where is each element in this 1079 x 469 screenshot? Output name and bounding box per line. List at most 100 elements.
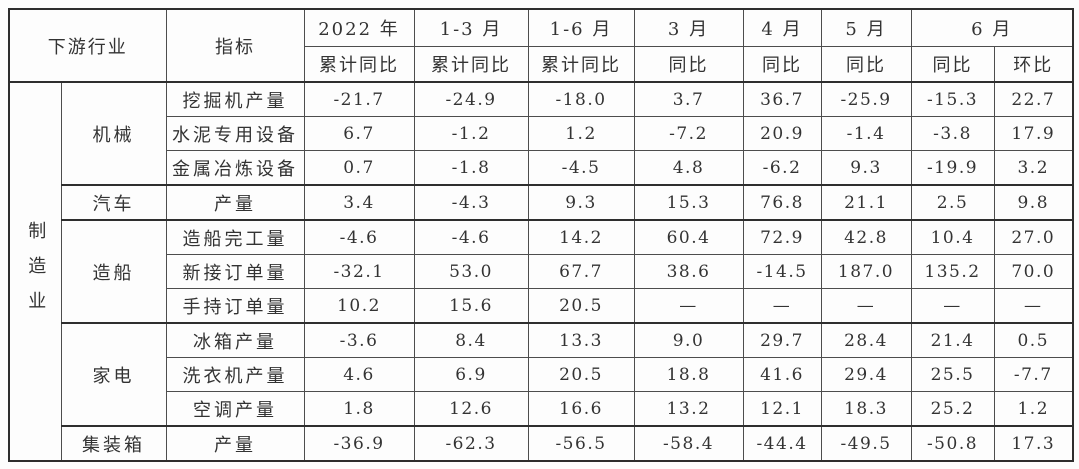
value-cell: 9.3 [527, 184, 635, 221]
value-cell: -6.2 [742, 150, 822, 186]
value-cell: -15.3 [910, 81, 995, 117]
header-row-measures: 累计同比 累计同比 累计同比 同比 同比 同比 同比 环比 [9, 46, 1074, 83]
value-cell: 20.5 [527, 357, 635, 392]
header-period-may: 5 月 [820, 8, 912, 47]
value-cell: 6.9 [413, 357, 529, 392]
value-cell: 29.4 [820, 357, 912, 392]
indicator-cell: 手持订单量 [165, 288, 305, 324]
indicator-cell: 空调产量 [165, 391, 305, 427]
header-row-periods: 下游行业 指标 2022 年 1-3 月 1-6 月 3 月 4 月 5 月 6… [8, 8, 1074, 83]
header-sub-apr-yoy: 同比 [742, 46, 822, 83]
value-cell: 10.2 [303, 288, 415, 324]
indicator-cell: 造船完工量 [165, 219, 305, 255]
value-cell: 72.9 [742, 219, 822, 255]
value-cell: -36.9 [303, 425, 415, 462]
value-cell: -24.9 [413, 81, 529, 117]
industry-stats-table: 下游行业 指标 2022 年 1-3 月 1-6 月 3 月 4 月 5 月 6… [8, 8, 1074, 462]
value-cell: 187.0 [820, 254, 912, 289]
indicator-cell: 产量 [165, 425, 305, 462]
value-cell: 13.2 [633, 391, 744, 427]
indicator-cell: 金属冶炼设备 [165, 150, 305, 186]
value-cell: 10.4 [910, 219, 995, 255]
value-cell: -1.4 [820, 116, 912, 151]
value-cell: 3.2 [993, 150, 1074, 186]
header-period-jan-mar: 1-3 月 [413, 8, 529, 47]
header-sub-2022-yoy: 累计同比 [303, 46, 415, 83]
value-cell: — [910, 288, 995, 324]
value-cell: 18.3 [820, 391, 912, 427]
value-cell: -4.6 [413, 219, 529, 255]
value-cell: 20.5 [527, 288, 635, 324]
table-row: 空调产量 1.8 12.6 16.6 13.2 12.1 18.3 25.2 1.2 [9, 391, 1074, 427]
value-cell: -19.9 [910, 150, 995, 186]
table-row: 水泥专用设备 6.7 -1.2 1.2 -7.2 20.9 -1.4 -3.8 17.9 [9, 116, 1074, 151]
value-cell: 21.1 [820, 184, 912, 221]
indicator-cell: 冰箱产量 [165, 322, 305, 358]
table-row: 洗衣机产量 4.6 6.9 20.5 18.8 41.6 29.4 25.5 -7.7 [9, 357, 1074, 392]
value-cell: -1.8 [413, 150, 529, 186]
value-cell: -50.8 [910, 425, 995, 462]
table-row: 手持订单量 10.2 15.6 20.5— — — — — [9, 288, 1074, 324]
value-cell: -21.7 [303, 81, 415, 117]
value-cell: 9.8 [993, 184, 1074, 221]
value-cell: -3.8 [910, 116, 995, 151]
value-cell: -7.2 [633, 116, 744, 151]
value-cell: 20.9 [742, 116, 822, 151]
value-cell: 60.4 [633, 219, 744, 255]
value-cell: -18.0 [527, 81, 635, 117]
indicator-cell: 挖掘机产量 [165, 81, 305, 117]
value-cell: 15.3 [633, 184, 744, 221]
value-cell: 13.3 [527, 322, 635, 358]
value-cell: 1.8 [303, 391, 415, 427]
value-cell: 6.7 [303, 116, 415, 151]
value-cell: 0.7 [303, 150, 415, 186]
value-cell: 28.4 [820, 322, 912, 358]
header-period-apr: 4 月 [742, 8, 822, 47]
value-cell: 4.6 [303, 357, 415, 392]
value-cell: 41.6 [742, 357, 822, 392]
header-period-jun: 6 月 [910, 8, 1074, 47]
table-header: 下游行业 指标 2022 年 1-3 月 1-6 月 3 月 4 月 5 月 6… [8, 8, 1074, 83]
value-cell: 36.7 [742, 81, 822, 117]
value-cell: 38.6 [633, 254, 744, 289]
value-cell: 16.6 [527, 391, 635, 427]
value-cell: -56.5 [527, 425, 635, 462]
table-row: 造船 造船完工量 -4.6 -4.6 14.2 60.4 72.9 42.8 10.4 27.0 [9, 219, 1074, 324]
value-cell: 27.0 [993, 219, 1074, 255]
indicator-cell: 水泥专用设备 [165, 116, 305, 151]
value-cell: -58.4 [633, 425, 744, 462]
value-cell: 3.4 [303, 184, 415, 221]
value-cell: 14.2 [527, 219, 635, 255]
value-cell: -4.5 [527, 150, 635, 186]
value-cell: 12.6 [413, 391, 529, 427]
value-cell: -44.4 [742, 425, 822, 462]
header-sub-jun-mom: 环比 [993, 46, 1074, 83]
value-cell: 2.5 [910, 184, 995, 221]
header-period-jan-jun: 1-6 月 [527, 8, 635, 47]
value-cell: 3.7 [633, 81, 744, 117]
value-cell: 42.8 [820, 219, 912, 255]
value-cell: — [993, 288, 1074, 324]
value-cell: 9.0 [633, 322, 744, 358]
value-cell: 22.7 [993, 81, 1074, 117]
value-cell: — [820, 288, 912, 324]
value-cell: 17.9 [993, 116, 1074, 151]
value-cell: — [742, 288, 822, 324]
header-sub-jun-yoy: 同比 [910, 46, 995, 83]
header-sub-jan-mar-yoy: 累计同比 [413, 46, 529, 83]
table-row: 家电 冰箱产量 -3.6 8.4 13.3 9.0 29.7 28.4 21.4 0.5 [9, 322, 1074, 427]
header-indicator: 指标 [165, 8, 305, 83]
header-sub-may-yoy: 同比 [820, 46, 912, 83]
value-cell: — [633, 288, 744, 324]
value-cell: 0.5 [993, 322, 1074, 358]
table-row: 汽车 产量 3.4 -4.3 9.3 15.3 76.8 21.1 2.5 9.8 [9, 184, 1074, 221]
value-cell: -14.5 [742, 254, 822, 289]
value-cell: 25.5 [910, 357, 995, 392]
header-period-2022: 2022 年 [303, 8, 415, 47]
value-cell: -4.3 [413, 184, 529, 221]
table-row: 集装箱 产量 -36.9 -62.3 -56.5 -58.4 -44.4 -49.5 -50.8… [9, 425, 1074, 462]
value-cell: 12.1 [742, 391, 822, 427]
group-cell: 集装箱 [60, 425, 167, 462]
table-row: 制造业 机械 挖掘机产量 -21.7 -24.9 -18.0 3.7 36.7 -25.9 -15… [8, 81, 1074, 462]
